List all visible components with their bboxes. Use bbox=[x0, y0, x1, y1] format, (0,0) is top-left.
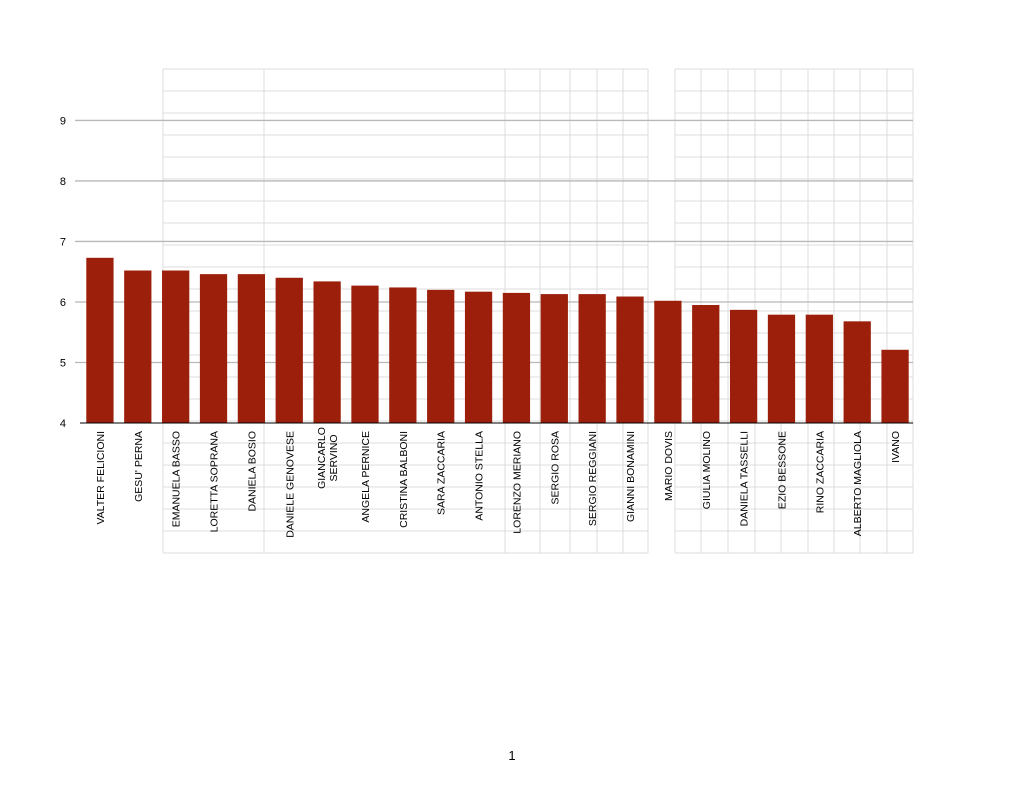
x-tick-label: GESU' PERNA bbox=[133, 431, 145, 502]
bar bbox=[578, 294, 606, 423]
bar bbox=[351, 285, 379, 423]
bar bbox=[692, 305, 720, 423]
bar bbox=[729, 309, 758, 423]
page-number: 1 bbox=[508, 748, 516, 763]
x-tick-label: SERGIO REGGIANI bbox=[587, 431, 599, 526]
bar bbox=[654, 300, 682, 423]
bar bbox=[805, 314, 833, 423]
x-tick-label: ANTONIO STELLA bbox=[474, 431, 486, 521]
bar bbox=[389, 287, 417, 423]
x-tick-labels: VALTER FELICIONI GESU' PERNA EMANUELA BASS… bbox=[95, 427, 902, 538]
bar bbox=[86, 257, 114, 423]
bars bbox=[86, 257, 909, 423]
bar bbox=[162, 270, 190, 423]
y-tick-label: 9 bbox=[60, 115, 66, 127]
x-tick-label: LORETTA SOPRANA bbox=[209, 431, 221, 532]
y-tick-label: 7 bbox=[60, 236, 66, 248]
x-tick-label: MARIO DOVIS bbox=[663, 431, 675, 501]
y-tick-labels: 4 5 6 7 8 9 bbox=[60, 115, 66, 430]
x-tick-label: EZIO BESSONE bbox=[776, 431, 788, 509]
x-tick-label: ALBERTO MAGLIOLA bbox=[852, 431, 864, 536]
bar bbox=[767, 314, 796, 423]
x-tick-label: GIULIA MOLINO bbox=[701, 431, 713, 509]
x-tick-label: SERGIO ROSA bbox=[549, 431, 561, 505]
x-tick-label: CRISTINA BALBONI bbox=[398, 431, 410, 528]
bar bbox=[237, 274, 266, 423]
bar bbox=[427, 289, 455, 423]
y-tick-label: 8 bbox=[60, 176, 66, 188]
bar bbox=[464, 291, 493, 423]
bar bbox=[124, 270, 152, 423]
x-tick-label: DANIELE GENOVESE bbox=[284, 431, 296, 538]
y-tick-label: 5 bbox=[60, 357, 66, 369]
x-tick-label: SARA ZACCARIA bbox=[436, 431, 448, 515]
bar bbox=[275, 277, 303, 423]
x-tick-label: VALTER FELICIONI bbox=[95, 431, 107, 525]
x-tick-label: GIANCARLOSERVINO bbox=[316, 427, 340, 489]
x-tick-label: EMANUELA BASSO bbox=[171, 431, 183, 527]
bar bbox=[502, 292, 531, 423]
bar bbox=[540, 294, 568, 423]
bar bbox=[199, 274, 228, 423]
bar bbox=[843, 321, 871, 423]
y-tick-label: 4 bbox=[60, 418, 66, 430]
bar bbox=[313, 281, 341, 423]
x-tick-label: ANGELA PERNICE bbox=[360, 431, 372, 523]
x-tick-label: GIANNI BONAMINI bbox=[625, 431, 637, 522]
bar bbox=[881, 349, 909, 423]
x-tick-label: LORENZO MERIANO bbox=[511, 431, 523, 534]
bar bbox=[616, 296, 644, 423]
sheet-grid bbox=[162, 68, 914, 554]
x-tick-label: DANIELA TASSELLI bbox=[739, 431, 751, 526]
y-tick-label: 6 bbox=[60, 297, 66, 309]
x-tick-label: DANIELA BOSIO bbox=[246, 431, 258, 512]
x-tick-label: IVANO bbox=[890, 431, 902, 463]
x-tick-label: RINO ZACCARIA bbox=[814, 431, 826, 513]
